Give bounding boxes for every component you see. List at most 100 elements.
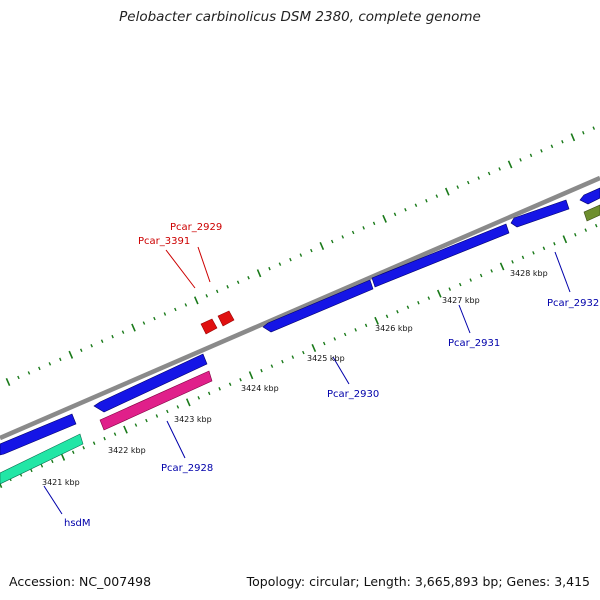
minor-tick — [27, 371, 31, 375]
minor-tick — [59, 357, 62, 362]
minor-tick — [103, 436, 106, 441]
minor-tick — [268, 266, 271, 271]
cds-feature-pcar-2928-upper[interactable] — [93, 353, 208, 413]
minor-tick — [553, 242, 556, 246]
minor-tick — [425, 198, 428, 203]
teal-feature[interactable] — [0, 433, 84, 485]
minor-tick — [584, 228, 588, 232]
minor-tick — [176, 405, 180, 409]
map-title: Pelobacter carbinolicus DSM 2380, comple… — [119, 9, 481, 25]
minor-tick — [487, 171, 491, 176]
minor-tick — [574, 232, 577, 237]
cds-feature-right[interactable] — [579, 187, 600, 205]
minor-tick — [100, 339, 104, 343]
tick-label: 3421 kbp — [42, 478, 80, 487]
gene-labels: Pcar_2929 Pcar_3391 Pcar_2932 Pcar_2931 … — [64, 222, 599, 529]
minor-tick — [351, 230, 355, 235]
pink-feature[interactable] — [99, 370, 213, 431]
minor-tick — [550, 144, 554, 149]
minor-tick — [48, 362, 52, 366]
leader-pcar-2928 — [166, 420, 186, 459]
minor-tick — [542, 246, 546, 251]
leader-pcar-2931 — [458, 304, 471, 334]
trna-feature-pcar-2929[interactable] — [217, 310, 235, 327]
minor-tick — [529, 153, 533, 158]
cds-feature-pcar-2932[interactable] — [510, 199, 570, 228]
gene-label-pcar-2931[interactable]: Pcar_2931 — [448, 338, 500, 349]
minor-tick — [299, 253, 303, 257]
tick-label: 3423 kbp — [174, 415, 212, 424]
minor-tick — [291, 355, 295, 359]
minor-tick — [540, 149, 543, 153]
minor-tick — [215, 289, 219, 294]
minor-tick — [479, 273, 483, 278]
tick-label: 3424 kbp — [241, 384, 279, 393]
minor-tick — [427, 296, 431, 300]
minor-tick — [17, 375, 20, 380]
tick-label: 3427 kbp — [442, 296, 480, 305]
minor-tick — [38, 366, 41, 371]
minor-tick — [582, 130, 585, 135]
leader-pcar-2929 — [197, 246, 211, 283]
minor-tick — [341, 235, 345, 239]
major-tick — [0, 481, 3, 489]
cds-feature-left[interactable] — [0, 413, 77, 456]
minor-tick — [466, 180, 470, 185]
major-tick — [562, 235, 568, 244]
gene-label-pcar-2930[interactable]: Pcar_2930 — [327, 389, 379, 400]
olive-feature[interactable] — [583, 204, 600, 222]
minor-tick — [592, 126, 596, 130]
minor-tick — [354, 328, 357, 332]
minor-tick — [310, 248, 313, 253]
minor-tick — [71, 450, 75, 454]
minor-tick — [372, 221, 376, 226]
gene-label-pcar-2932[interactable]: Pcar_2932 — [547, 298, 599, 309]
major-tick — [570, 133, 576, 142]
minor-tick — [236, 280, 240, 284]
minor-tick — [519, 158, 522, 162]
major-tick — [319, 241, 325, 251]
minor-tick — [228, 382, 232, 386]
major-tick — [499, 262, 505, 271]
minor-tick — [404, 208, 407, 212]
minor-tick — [302, 350, 305, 355]
minor-tick — [393, 212, 397, 217]
minor-tick — [184, 303, 188, 307]
minor-tick — [207, 391, 211, 396]
accession-text: Accession: NC_007498 — [9, 574, 152, 589]
minor-tick — [414, 203, 418, 207]
major-tick — [374, 316, 379, 325]
gene-label-pcar-3391[interactable]: Pcar_3391 — [138, 236, 190, 247]
gene-label-pcar-2928[interactable]: Pcar_2928 — [161, 463, 213, 474]
minor-tick — [343, 332, 347, 337]
minor-tick — [40, 464, 44, 468]
minor-tick — [322, 341, 326, 346]
minor-tick — [247, 276, 250, 280]
major-tick — [256, 269, 262, 278]
reverse-features — [0, 187, 600, 485]
minor-tick — [153, 316, 156, 321]
minor-tick — [406, 305, 410, 309]
minor-tick — [163, 312, 167, 316]
minor-tick — [456, 185, 460, 189]
minor-tick — [113, 432, 117, 436]
minor-tick — [174, 307, 177, 312]
minor-tick — [469, 278, 472, 282]
minor-tick — [435, 194, 439, 198]
cds-feature-pcar-2930[interactable] — [262, 279, 374, 333]
major-tick — [131, 323, 136, 332]
minor-tick — [92, 441, 96, 445]
cds-feature-pcar-2931[interactable] — [371, 223, 510, 288]
tick-labels: 3421 kbp 3422 kbp 3423 kbp 3424 kbp 3425… — [42, 269, 548, 487]
tick-label: 3428 kbp — [510, 269, 548, 278]
major-tick — [311, 343, 317, 353]
minor-tick — [330, 239, 334, 244]
trna-feature-pcar-3391[interactable] — [200, 318, 218, 335]
tick-label: 3425 kbp — [307, 354, 345, 363]
minor-tick — [278, 262, 282, 266]
tick-label: 3422 kbp — [108, 446, 146, 455]
gene-label-hsdm[interactable]: hsdM — [64, 518, 91, 529]
gene-label-pcar-2929[interactable]: Pcar_2929 — [170, 222, 222, 233]
major-tick — [248, 371, 254, 380]
